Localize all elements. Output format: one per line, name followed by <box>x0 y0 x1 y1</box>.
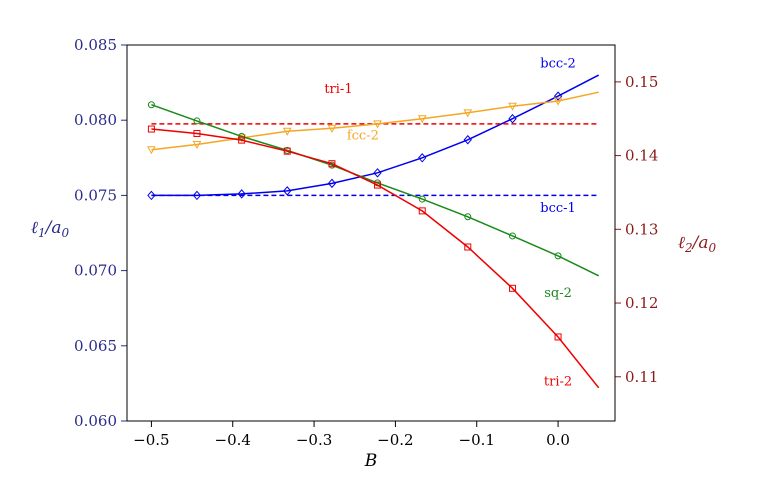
y-right-tick-label: 0.11 <box>625 368 658 386</box>
marker-bcc-2 <box>508 113 517 124</box>
marker-sq-2 <box>147 101 155 109</box>
y-left-tick-label: 0.070 <box>74 262 117 280</box>
marker-tri-2 <box>374 181 382 189</box>
label-tri-1: tri-1 <box>324 82 352 97</box>
x-tick-label: −0.5 <box>133 431 169 449</box>
y-right-tick-label: 0.13 <box>625 220 658 238</box>
marker-fcc-2 <box>508 102 517 111</box>
marker-fcc-2 <box>327 124 337 133</box>
marker-tri-2 <box>554 333 562 341</box>
marker-bcc-2 <box>418 153 427 163</box>
marker-bcc-2 <box>192 190 202 201</box>
marker-fcc-2 <box>282 127 292 136</box>
marker-tri-2 <box>283 147 291 155</box>
y-right-tick-label: 0.15 <box>625 73 658 91</box>
y-left-tick-label: 0.080 <box>74 111 117 129</box>
marker-sq-2 <box>464 213 472 221</box>
x-tick-label: −0.2 <box>377 431 413 449</box>
ticks-layer: −0.5 −0.4 −0.3 −0.2 −0.1 0.0 0.060 0.065 0.070 0.… <box>74 36 658 449</box>
marker-bcc-2 <box>283 186 292 196</box>
marker-bcc-2 <box>327 178 337 189</box>
y-axis-left-title: ℓ1/a0 <box>31 218 70 240</box>
label-tri-2: tri-2 <box>544 375 572 390</box>
y-right-tick-label: 0.14 <box>625 147 658 165</box>
label-bcc-1: bcc-1 <box>540 201 576 216</box>
plot-frame <box>126 44 616 422</box>
x-tick-label: −0.4 <box>215 431 251 449</box>
marker-fcc-2 <box>373 120 382 129</box>
marker-bcc-2 <box>373 168 382 178</box>
x-tick-label: −0.3 <box>296 431 332 449</box>
y-left-tick-label: 0.065 <box>74 337 117 355</box>
marker-sq-2 <box>554 252 562 260</box>
series-line-tri-2 <box>151 128 600 389</box>
y-left-tick-label: 0.075 <box>74 186 117 204</box>
annotation-layer: bcc-2 bcc-1 tri-1 fcc-2 sq-2 tri-2 <box>324 57 576 390</box>
marker-fcc-2 <box>463 109 473 118</box>
marker-tri-2 <box>193 129 201 137</box>
y-right-tick-label: 0.12 <box>625 294 658 312</box>
marker-bcc-2 <box>553 91 563 101</box>
series-line-bcc-2 <box>151 74 600 197</box>
x-axis-title: B <box>364 451 378 471</box>
x-tick-label: 0.0 <box>546 431 570 449</box>
marker-tri-2 <box>147 125 155 133</box>
marker-tri-2 <box>464 243 472 251</box>
marker-tri-2 <box>328 160 336 168</box>
marker-fcc-2 <box>553 97 563 106</box>
marker-fcc-2 <box>192 141 202 150</box>
marker-bcc-2 <box>147 190 156 201</box>
series-line-sq-2 <box>151 103 600 277</box>
marker-sq-2 <box>193 117 201 125</box>
marker-sq-2 <box>509 232 517 240</box>
marker-fcc-2 <box>417 115 427 124</box>
marker-tri-2 <box>509 284 517 292</box>
marker-tri-2 <box>418 207 426 215</box>
y-left-tick-label: 0.085 <box>74 36 117 54</box>
x-tick-label: −0.1 <box>459 431 495 449</box>
marker-fcc-2 <box>147 146 156 155</box>
marker-tri-2 <box>238 136 246 144</box>
marker-bcc-2 <box>237 189 246 199</box>
y-left-tick-label: 0.060 <box>74 412 117 430</box>
label-sq-2: sq-2 <box>544 286 572 301</box>
marker-fcc-2 <box>237 134 247 143</box>
series-line-fcc-2 <box>151 91 599 151</box>
y-axis-right-title: ℓ2/a0 <box>678 233 717 255</box>
marker-sq-2 <box>418 195 426 203</box>
series-layer <box>147 74 600 389</box>
label-bcc-2: bcc-2 <box>540 57 576 72</box>
marker-bcc-2 <box>463 134 472 145</box>
label-fcc-2: fcc-2 <box>347 128 379 143</box>
